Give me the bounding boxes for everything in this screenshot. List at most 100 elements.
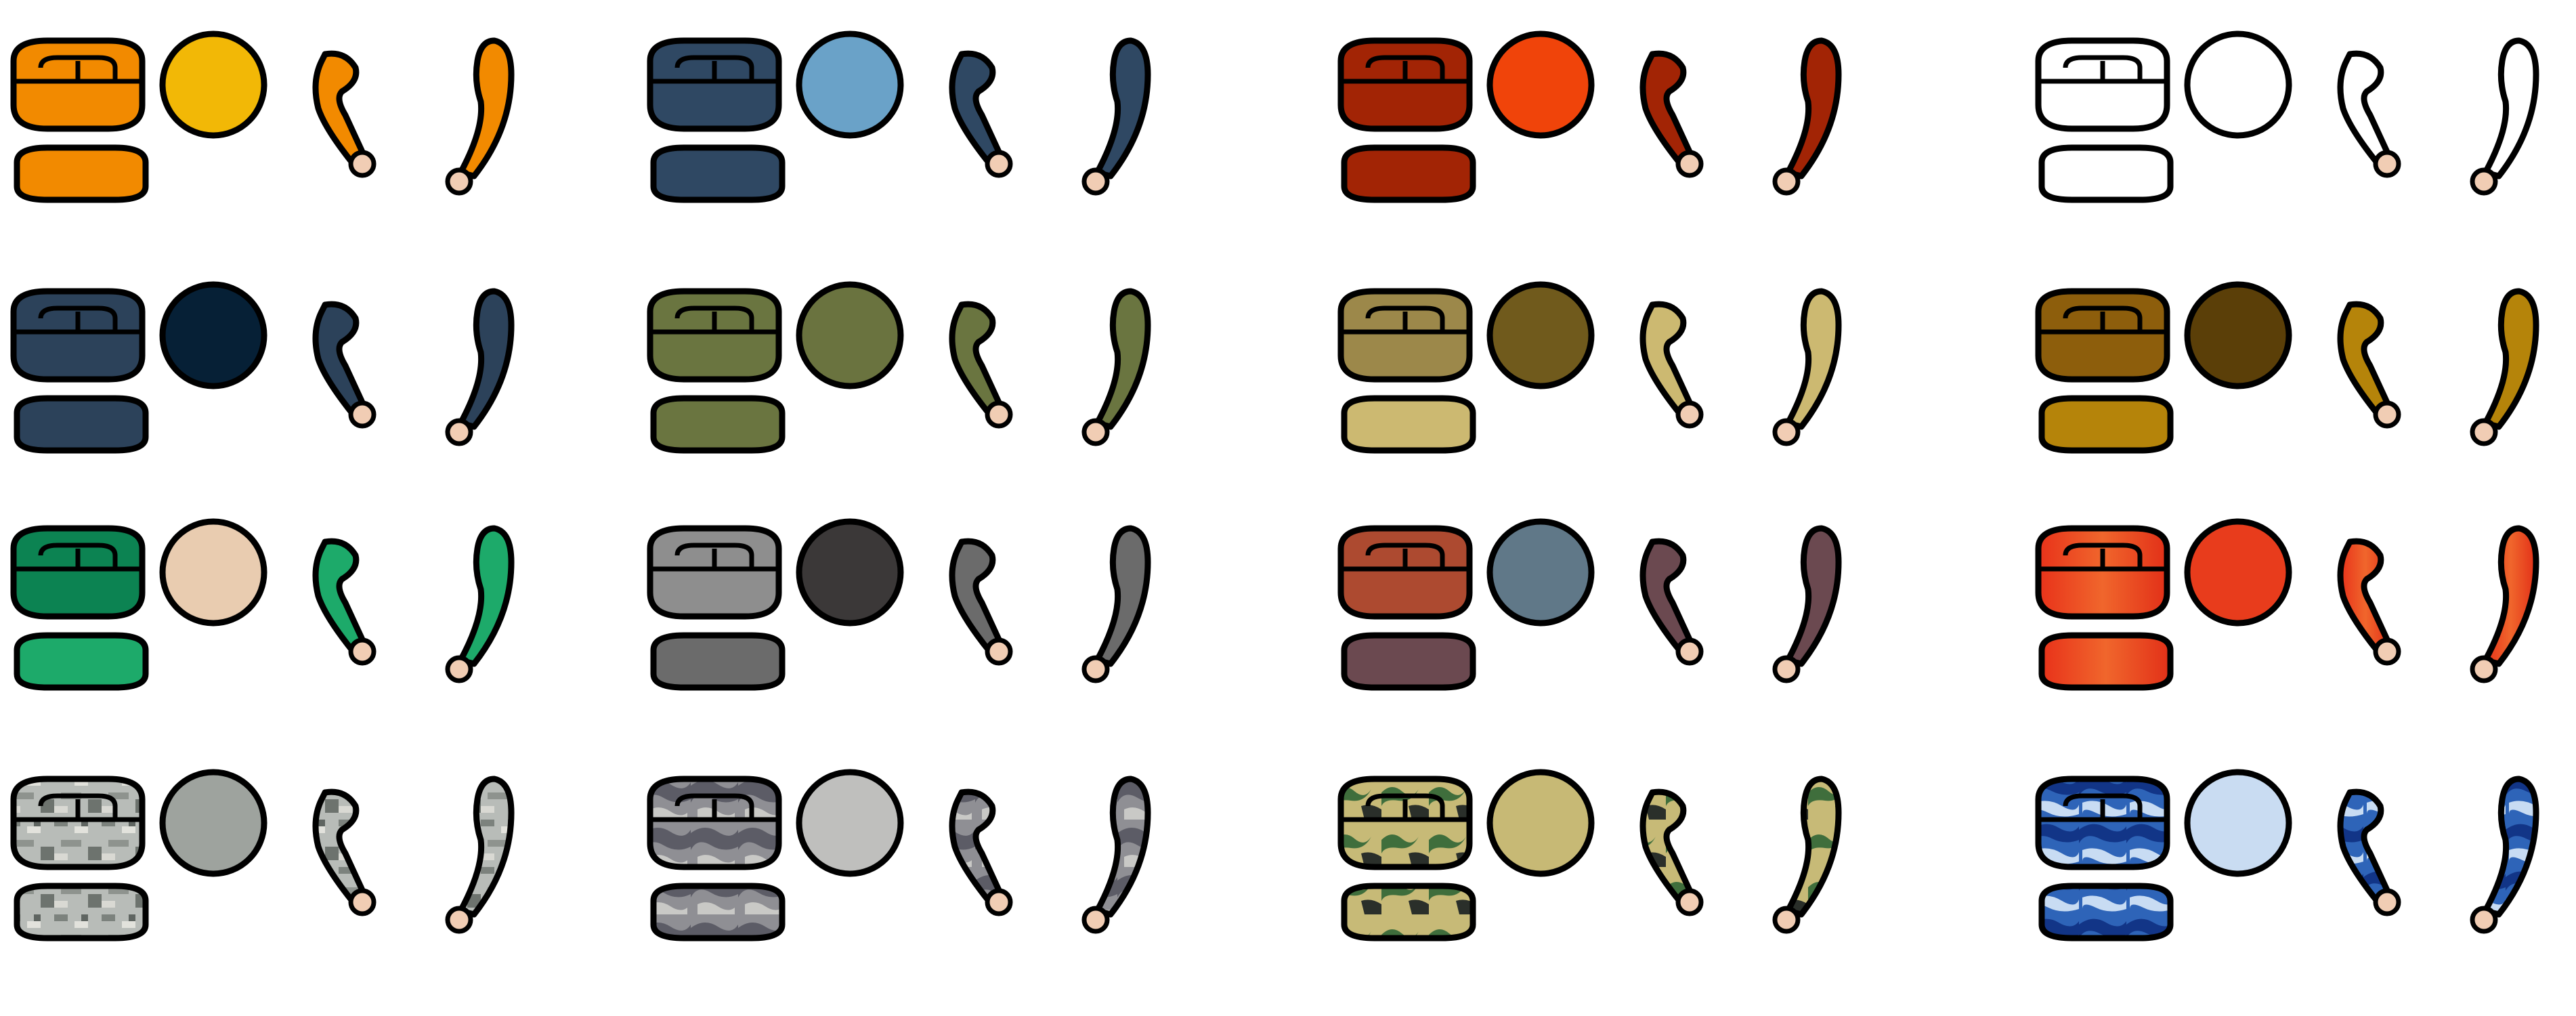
shoulder-pad-part <box>14 144 149 203</box>
helmet-circle-part <box>1486 518 1595 627</box>
helmet-circle-part <box>2184 30 2292 139</box>
shoulder-pad-part <box>14 395 149 454</box>
equipment-set-graphic <box>2035 769 2539 941</box>
equipment-set-graphic <box>1337 281 1842 454</box>
short-arm-part <box>312 50 377 178</box>
equipment-set-graphic <box>10 769 515 941</box>
helmet-circle-part <box>2184 769 2292 877</box>
shoulder-pad-part <box>650 395 786 454</box>
long-arm-part <box>445 37 515 196</box>
shoulder-pad-part <box>2038 883 2174 941</box>
cap-front-part <box>647 288 782 383</box>
short-arm-part <box>1639 538 1704 666</box>
short-arm-part <box>312 788 377 916</box>
helmet-circle-part <box>159 281 267 389</box>
long-arm-part <box>445 525 515 683</box>
equipment-set-graphic <box>647 518 1151 691</box>
equipment-set-graphic <box>10 30 515 203</box>
shoulder-pad-part <box>2038 395 2174 454</box>
long-arm-part <box>2470 776 2539 934</box>
equipment-set-crimson <box>1334 30 1876 237</box>
long-arm-part <box>1772 776 1842 934</box>
cap-front-part <box>2035 776 2170 870</box>
equipment-set-orange <box>7 30 549 237</box>
cap-front-part <box>1337 37 1473 132</box>
short-arm-part <box>949 50 1013 178</box>
long-arm-part <box>1081 776 1151 934</box>
equipment-set-graphic <box>647 30 1151 203</box>
cap-front-part <box>647 37 782 132</box>
shoulder-pad-part <box>2038 632 2174 691</box>
shoulder-pad-part <box>1341 395 1476 454</box>
helmet-circle-part <box>1486 30 1595 139</box>
cap-front-part <box>2035 525 2170 620</box>
helmet-circle-part <box>796 518 904 627</box>
shoulder-pad-part <box>650 883 786 941</box>
cap-front-part <box>1337 525 1473 620</box>
equipment-set-slate-blue <box>643 30 1185 237</box>
equipment-set-woodland-camo <box>1334 769 1876 975</box>
equipment-set-graphic <box>2035 518 2539 691</box>
helmet-circle-part <box>1486 769 1595 877</box>
equipment-set-graphic <box>647 769 1151 941</box>
equipment-set-rust <box>1334 518 1876 725</box>
equipment-set-graphic <box>1337 769 1842 941</box>
equipment-set-graphic <box>2035 281 2539 454</box>
helmet-circle-part <box>796 769 904 877</box>
long-arm-part <box>1081 288 1151 446</box>
equipment-set-graphic <box>1337 518 1842 691</box>
cap-front-part <box>10 776 146 870</box>
cap-front-part <box>10 525 146 620</box>
short-arm-part <box>1639 301 1704 429</box>
cap-front-part <box>2035 288 2170 383</box>
short-arm-part <box>949 301 1013 429</box>
helmet-circle-part <box>159 30 267 139</box>
equipment-set-graphic <box>647 281 1151 454</box>
long-arm-part <box>2470 525 2539 683</box>
cap-front-part <box>2035 37 2170 132</box>
cap-front-part <box>1337 776 1473 870</box>
long-arm-part <box>1081 525 1151 683</box>
cap-front-part <box>647 525 782 620</box>
helmet-circle-part <box>2184 281 2292 389</box>
equipment-set-sand <box>1334 281 1876 488</box>
short-arm-part <box>2337 301 2401 429</box>
equipment-set-navy <box>7 281 549 488</box>
equipment-set-gray <box>643 518 1185 725</box>
long-arm-part <box>2470 288 2539 446</box>
short-arm-part <box>1639 50 1704 178</box>
equipment-set-digital-camo <box>7 769 549 975</box>
long-arm-part <box>1772 525 1842 683</box>
long-arm-part <box>1081 37 1151 196</box>
long-arm-part <box>445 776 515 934</box>
long-arm-part <box>1772 37 1842 196</box>
shoulder-pad-part <box>650 632 786 691</box>
long-arm-part <box>445 288 515 446</box>
helmet-circle-part <box>1486 281 1595 389</box>
equipment-set-graphic <box>1337 30 1842 203</box>
equipment-set-graphic <box>10 281 515 454</box>
short-arm-part <box>312 538 377 666</box>
short-arm-part <box>1639 788 1704 916</box>
helmet-circle-part <box>796 30 904 139</box>
equipment-set-blue-camo <box>2032 769 2573 975</box>
equipment-set-white <box>2032 30 2573 237</box>
equipment-set-graphic <box>10 518 515 691</box>
equipment-set-green <box>7 518 549 725</box>
cap-front-part <box>647 776 782 870</box>
cap-front-part <box>1337 288 1473 383</box>
equipment-set-urban-camo <box>643 769 1185 975</box>
short-arm-part <box>2337 50 2401 178</box>
helmet-circle-part <box>2184 518 2292 627</box>
cap-front-part <box>10 37 146 132</box>
helmet-circle-part <box>796 281 904 389</box>
short-arm-part <box>312 301 377 429</box>
equipment-set-fire <box>2032 518 2573 725</box>
short-arm-part <box>2337 538 2401 666</box>
shoulder-pad-part <box>1341 144 1476 203</box>
cap-front-part <box>10 288 146 383</box>
equipment-set-olive <box>643 281 1185 488</box>
equipment-set-bronze <box>2032 281 2573 488</box>
shoulder-pad-part <box>1341 632 1476 691</box>
